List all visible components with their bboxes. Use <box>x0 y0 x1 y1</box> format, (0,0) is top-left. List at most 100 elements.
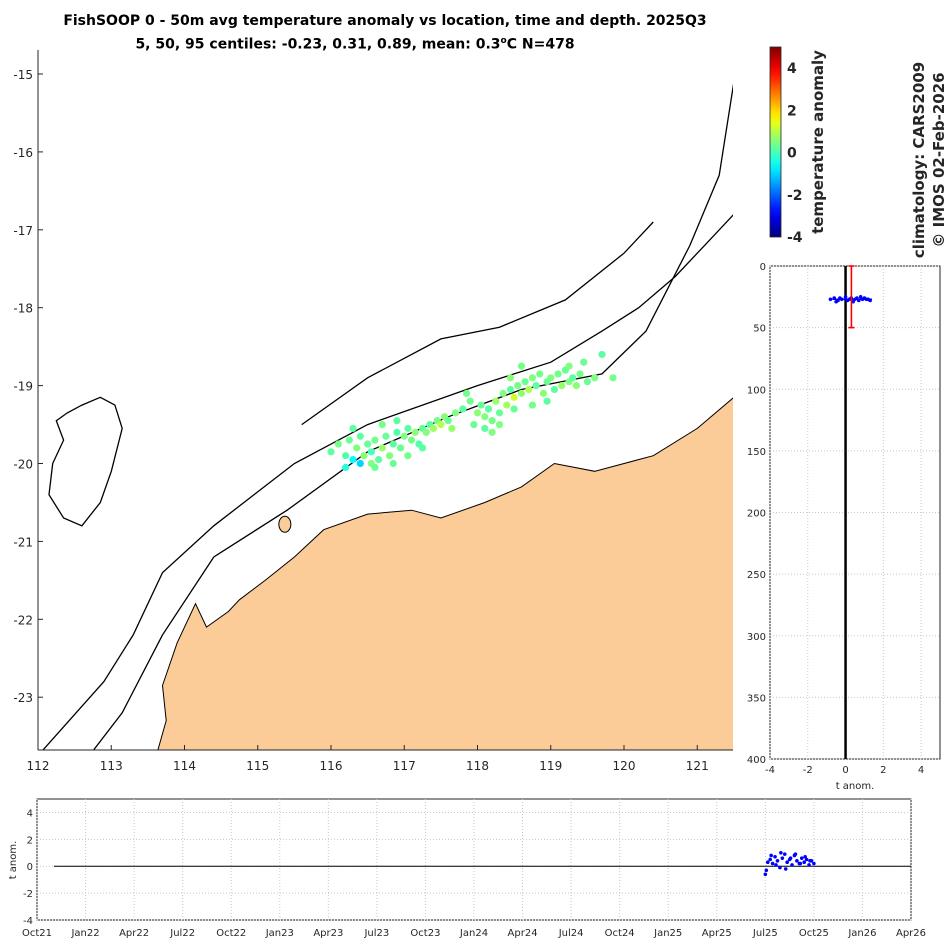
map-point-13 <box>382 432 390 440</box>
map-y-tick-8: -23 <box>13 691 33 705</box>
map-point-88 <box>517 362 526 370</box>
ts-point-18 <box>807 863 811 867</box>
map-x-tick-5: 117 <box>393 759 416 773</box>
map-point-37 <box>459 405 467 413</box>
depth-x-label: t anom. <box>836 781 875 792</box>
depth-y-tick-1: 50 <box>753 324 766 335</box>
colorbar-tick-2: 0 <box>787 146 797 162</box>
map-point-36 <box>451 409 460 417</box>
ts-x-tick-12: Oct24 <box>605 928 635 939</box>
map-point-3 <box>345 436 353 444</box>
map-y-tick-0: -15 <box>13 68 33 82</box>
map-point-59 <box>547 374 555 382</box>
map-point-51 <box>517 389 526 397</box>
ts-x-tick-9: Jan24 <box>459 928 488 939</box>
map-point-22 <box>396 444 405 452</box>
ts-y-tick-3: -2 <box>23 889 33 900</box>
isobath-line-2 <box>301 221 654 426</box>
map-point-44 <box>492 397 500 405</box>
map-y-tick-2: -17 <box>13 224 33 238</box>
ts-point-0 <box>763 872 768 877</box>
map-point-16 <box>393 428 401 436</box>
ts-point-3 <box>770 861 775 866</box>
ts-point-17 <box>804 857 809 862</box>
ts-x-tick-0: Oct21 <box>22 928 52 939</box>
land-polygon <box>157 397 733 750</box>
map-point-67 <box>576 370 584 378</box>
ts-y-label: t anom. <box>8 841 19 880</box>
ts-x-tick-11: Jul24 <box>558 928 584 939</box>
ts-point-21 <box>764 868 769 873</box>
ts-point-4 <box>773 855 777 859</box>
map-point-61 <box>554 370 562 378</box>
map-point-39 <box>473 409 482 417</box>
ts-point-24 <box>779 850 783 855</box>
isobath-line-0 <box>42 214 733 750</box>
ts-point-5 <box>775 859 780 863</box>
colorbar-tick-3: -2 <box>787 188 803 204</box>
credit-copyright: © IMOS 02-Feb-2026 <box>930 72 948 247</box>
map-y-tick-3: -18 <box>13 302 33 316</box>
map-y-tick-5: -20 <box>13 458 33 472</box>
ts-point-23 <box>774 863 778 867</box>
map-y-tick-4: -19 <box>13 380 33 394</box>
map-point-68 <box>583 378 591 386</box>
ts-point-30 <box>808 859 812 863</box>
map-point-52 <box>521 378 529 386</box>
map-point-54 <box>528 374 537 382</box>
map-y-tick-7: -22 <box>13 613 33 627</box>
map-point-49 <box>510 393 518 401</box>
ts-x-tick-6: Apr23 <box>313 928 343 939</box>
map-point-56 <box>536 370 544 378</box>
map-x-tick-0: 112 <box>27 759 50 773</box>
map-point-35 <box>444 417 452 425</box>
depth-y-tick-8: 400 <box>747 755 766 766</box>
map-point-6 <box>356 432 364 440</box>
map-point-12 <box>378 444 386 452</box>
ts-point-2 <box>768 857 772 862</box>
map-point-71 <box>609 374 617 382</box>
depth-x-tick-4: 4 <box>918 765 924 776</box>
ts-x-tick-10: Apr24 <box>508 928 538 939</box>
ts-point-29 <box>803 855 807 859</box>
ts-point-25 <box>783 867 788 871</box>
map-point-77 <box>495 420 504 429</box>
map-point-40 <box>477 401 485 409</box>
map-x-tick-3: 115 <box>246 759 269 773</box>
map-point-25 <box>407 436 416 444</box>
map-point-75 <box>528 401 537 409</box>
map-x-tick-1: 113 <box>100 759 123 773</box>
map-point-46 <box>499 389 507 397</box>
credit-climatology: climatology: CARS2009 <box>910 62 928 258</box>
map-point-53 <box>525 385 533 394</box>
chart-title: FishSOOP 0 - 50m avg temperature anomaly… <box>63 13 707 29</box>
map-point-11 <box>375 456 383 464</box>
ts-point-9 <box>785 860 789 864</box>
ts-x-tick-7: Jul23 <box>363 928 389 939</box>
colorbar-tick-0: 4 <box>787 61 797 77</box>
map-point-8 <box>364 440 372 448</box>
ts-x-tick-2: Apr22 <box>119 928 149 939</box>
map-point-23 <box>400 432 408 440</box>
depth-point-0 <box>828 297 833 302</box>
colorbar-tick-1: 2 <box>787 103 797 119</box>
isobath-line-1 <box>92 83 733 750</box>
depth-x-tick-0: -4 <box>765 765 775 776</box>
ts-x-tick-3: Jul22 <box>169 928 195 939</box>
map-x-tick-4: 116 <box>320 759 343 773</box>
map-point-31 <box>429 424 438 433</box>
map-y-tick-1: -16 <box>13 146 33 160</box>
ts-point-26 <box>788 856 793 860</box>
map-point-48 <box>506 385 515 394</box>
map-point-65 <box>569 374 577 382</box>
ts-x-tick-13: Jan25 <box>653 928 682 939</box>
map-point-79 <box>462 389 471 397</box>
map-layers <box>42 83 733 750</box>
colorbar-label: temperature anomaly <box>809 50 827 234</box>
degree-symbol: o <box>500 36 507 46</box>
map-point-33 <box>437 420 445 429</box>
map-point-18 <box>342 463 350 471</box>
map-y-tick-6: -21 <box>13 535 33 549</box>
map-point-45 <box>495 409 504 417</box>
